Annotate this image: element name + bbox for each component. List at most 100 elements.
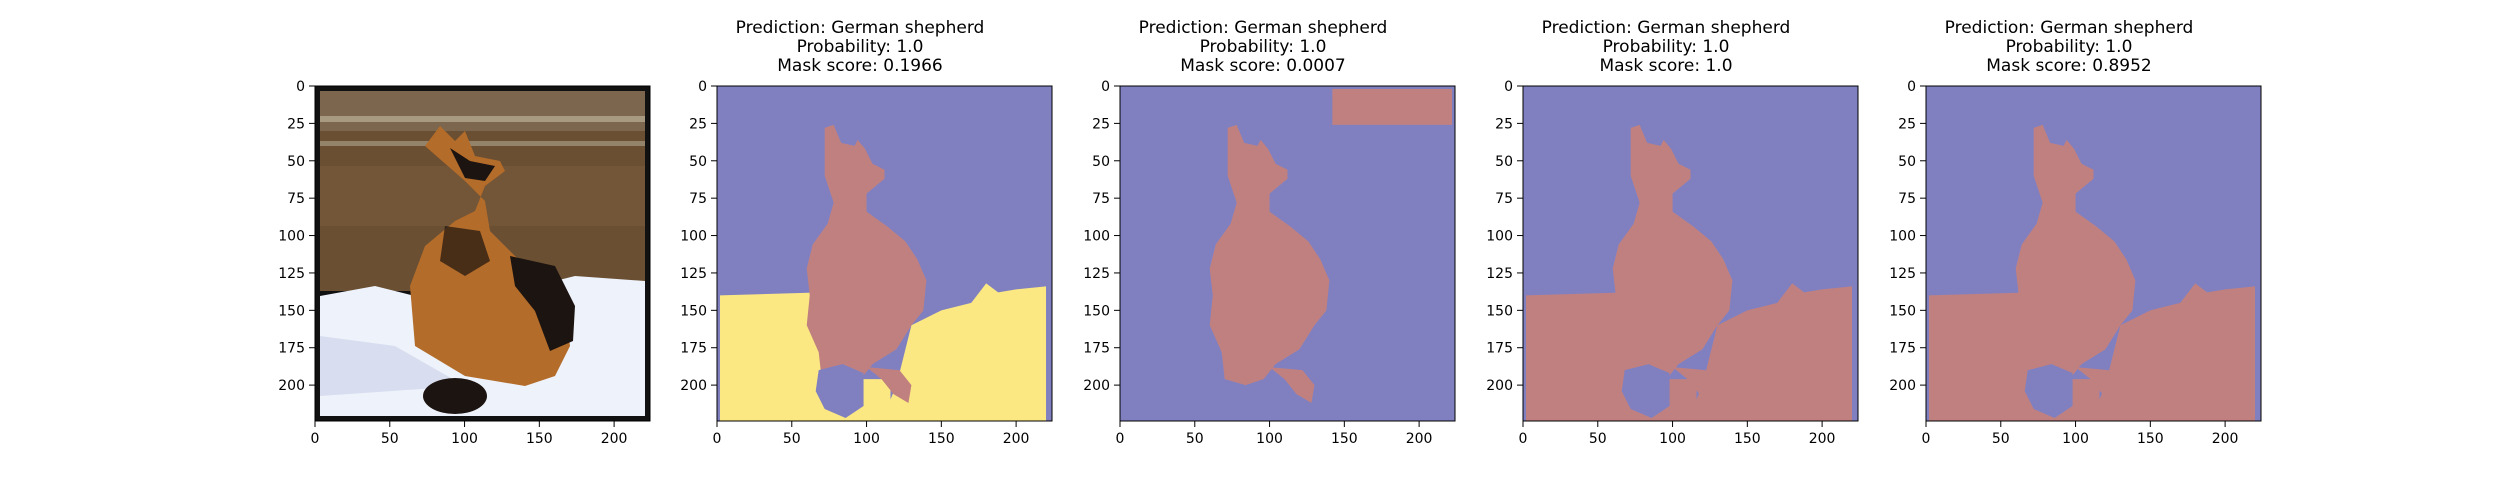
ground-mask-right	[2090, 283, 2256, 421]
x-tick-label: 50	[381, 431, 399, 447]
y-tick-label: 200	[1486, 378, 1513, 394]
y-tick-label: 100	[1486, 229, 1513, 245]
y-tick-label: 125	[1889, 266, 1916, 282]
y-tick-label: 75	[1898, 191, 1916, 207]
x-tick-label: 200	[1809, 431, 1836, 447]
prediction-label: Prediction: German shepherd	[735, 18, 985, 38]
y-tick-label: 200	[278, 378, 305, 394]
y-tick-label: 50	[287, 154, 305, 170]
y-tick-label: 125	[680, 266, 707, 282]
dog-mask	[2015, 124, 2136, 386]
ground-mask-right	[881, 283, 1047, 421]
x-tick-label: 150	[1331, 431, 1358, 447]
y-tick-label: 75	[689, 191, 707, 207]
y-tick-label: 175	[1083, 341, 1110, 357]
x-tick-label: 50	[1992, 431, 2010, 447]
y-tick-label: 50	[689, 154, 707, 170]
dog-mask	[1612, 124, 1733, 386]
axes-frame	[1522, 85, 1859, 422]
probability-label: Probability: 1.0	[1602, 37, 1730, 57]
panel-title: Prediction: German shepherd Probability:…	[1093, 19, 1433, 76]
dog-leg-mask	[2075, 367, 2121, 404]
panel-mask-4: Prediction: German shepherd Probability:…	[1889, 0, 2271, 500]
y-tick-label: 25	[1092, 116, 1110, 132]
prediction-label: Prediction: German shepherd	[1541, 18, 1791, 38]
y-tick-label: 25	[1898, 116, 1916, 132]
mask-axes: 0 50 100 150 200 0 25 50 75 100 125 150 175 200	[680, 79, 1053, 447]
probability-label: Probability: 1.0	[1199, 37, 1327, 57]
y-tick-label: 75	[287, 191, 305, 207]
photo-dog	[410, 126, 575, 414]
y-tick-label: 200	[680, 378, 707, 394]
y-tick-label: 75	[1495, 191, 1513, 207]
mask-axes: 0 50 100 150 200 0 25 50 75 100 125 150 175 200	[1083, 79, 1456, 447]
x-tick-label: 200	[1003, 431, 1030, 447]
y-tick-label: 200	[1083, 378, 1110, 394]
y-tick-label: 150	[278, 303, 305, 319]
y-tick-label: 75	[1092, 191, 1110, 207]
x-tick-label: 150	[2137, 431, 2164, 447]
top-right-mask	[1332, 88, 1453, 125]
probability-label: Probability: 1.0	[2005, 37, 2133, 57]
mask-score-label: Mask score: 0.0007	[1180, 56, 1346, 76]
y-tick-label: 25	[689, 116, 707, 132]
ground-mask-left	[1525, 292, 1628, 421]
x-tick-label: 50	[1186, 431, 1204, 447]
x-tick-label: 0	[311, 431, 320, 447]
x-tick-label: 100	[1256, 431, 1283, 447]
mask-score-label: Mask score: 0.1966	[777, 56, 943, 76]
x-tick-label: 150	[1734, 431, 1761, 447]
y-tick-label: 100	[1889, 229, 1916, 245]
x-tick-label: 0	[1116, 431, 1125, 447]
y-tick-label: 150	[1083, 303, 1110, 319]
y-tick-label: 200	[1889, 378, 1916, 394]
dog-leg-mask	[866, 367, 912, 404]
mask-hole	[2024, 364, 2073, 419]
y-tick-label: 0	[1504, 79, 1513, 95]
y-tick-label: 0	[1101, 79, 1110, 95]
x-tick-label: 0	[1922, 431, 1931, 447]
axes-frame	[716, 85, 1053, 422]
x-tick-label: 100	[853, 431, 880, 447]
y-tick-label: 175	[1486, 341, 1513, 357]
probability-label: Probability: 1.0	[796, 37, 924, 57]
y-tick-label: 125	[278, 266, 305, 282]
x-tick-label: 100	[1659, 431, 1686, 447]
y-tick-label: 175	[680, 341, 707, 357]
y-tick-label: 175	[1889, 341, 1916, 357]
x-tick-label: 0	[713, 431, 722, 447]
y-tick-label: 0	[1907, 79, 1916, 95]
photo-axes: 0 50 100 150 200 0 25 50 75 100 125 150 175 200	[278, 79, 651, 447]
y-tick-label: 125	[1486, 266, 1513, 282]
y-tick-label: 25	[287, 116, 305, 132]
dog-leg-mask	[1269, 367, 1315, 404]
x-tick-label: 200	[1406, 431, 1433, 447]
y-tick-label: 175	[278, 341, 305, 357]
panel-title: Prediction: German shepherd Probability:…	[1496, 19, 1836, 76]
ground-mask-left	[1928, 292, 2031, 421]
axes-frame	[1925, 85, 2262, 422]
y-tick-label: 100	[680, 229, 707, 245]
y-tick-label: 50	[1495, 154, 1513, 170]
panel-mask-2: Prediction: German shepherd Probability:…	[1083, 0, 1465, 500]
mask-score-label: Mask score: 0.8952	[1986, 56, 2152, 76]
y-tick-label: 50	[1092, 154, 1110, 170]
mask-hole	[1621, 364, 1670, 419]
dog-mask	[806, 124, 927, 386]
dog-mask	[1209, 124, 1330, 386]
x-tick-label: 100	[451, 431, 478, 447]
prediction-label: Prediction: German shepherd	[1138, 18, 1388, 38]
mask-axes: 0 50 100 150 200 0 25 50 75 100 125 150 175 200	[1486, 79, 1859, 447]
mask-axes: 0 50 100 150 200 0 25 50 75 100 125 150 175 200	[1889, 79, 2262, 447]
x-tick-label: 0	[1519, 431, 1528, 447]
panel-mask-3: Prediction: German shepherd Probability:…	[1486, 0, 1868, 500]
ground-mask-left	[719, 292, 822, 421]
panel-title: Prediction: German shepherd Probability:…	[1899, 19, 2239, 76]
ground-mask-right	[1687, 283, 1853, 421]
axes-frame	[1119, 85, 1456, 422]
y-tick-label: 0	[698, 79, 707, 95]
x-tick-label: 150	[526, 431, 553, 447]
x-tick-label: 50	[1589, 431, 1607, 447]
panel-mask-1: Prediction: German shepherd Probability:…	[680, 0, 1062, 500]
y-tick-label: 100	[1083, 229, 1110, 245]
